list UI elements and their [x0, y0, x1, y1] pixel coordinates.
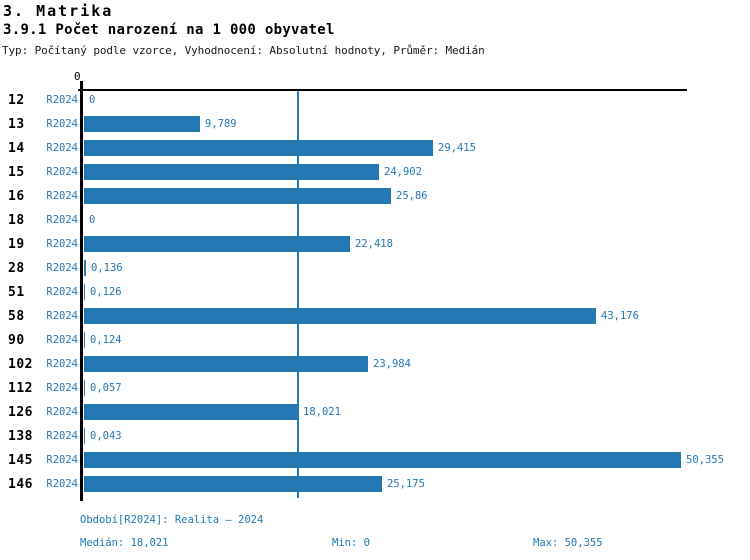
row-category-label: 51: [8, 285, 25, 300]
bar-value-label: 0: [89, 94, 96, 106]
value-axis-line: [78, 89, 687, 91]
row-period-label: R2024: [46, 286, 78, 298]
footer-period: Období[R2024]: Realita – 2024: [80, 514, 264, 526]
chart-row: 12 R2024 0: [0, 88, 750, 112]
row-period-label: R2024: [46, 430, 78, 442]
row-period-label: R2024: [46, 118, 78, 130]
row-period-label: R2024: [46, 382, 78, 394]
chart-row: 90 R2024 0,124: [0, 328, 750, 352]
bar-chart: 12 R2024 0 13 R2024 9,789 14 R2024 29,415 15 R2024…: [0, 88, 750, 496]
chart-row: 19 R2024 22,418: [0, 232, 750, 256]
bar: [84, 284, 85, 300]
bar: [84, 356, 368, 372]
chart-row: 14 R2024 29,415: [0, 136, 750, 160]
row-period-label: R2024: [46, 262, 78, 274]
row-category-label: 58: [8, 309, 25, 324]
chart-row: 28 R2024 0,136: [0, 256, 750, 280]
chart-title: 3.9.1 Počet narození na 1 000 obyvatel: [3, 22, 335, 38]
bar-value-label: 25,175: [387, 478, 425, 490]
row-period-label: R2024: [46, 358, 78, 370]
row-category-label: 18: [8, 213, 25, 228]
bar: [84, 188, 391, 204]
row-category-label: 16: [8, 189, 25, 204]
row-period-label: R2024: [46, 406, 78, 418]
bar: [84, 476, 382, 492]
bar: [84, 140, 433, 156]
chart-row: 18 R2024 0: [0, 208, 750, 232]
chart-row: 112 R2024 0,057: [0, 376, 750, 400]
median-line: [296, 91, 299, 498]
chart-row: 58 R2024 43,176: [0, 304, 750, 328]
row-period-label: R2024: [46, 142, 78, 154]
bar-value-label: 23,984: [373, 358, 411, 370]
bar: [84, 308, 596, 324]
value-axis-tick-label: 0: [74, 70, 81, 83]
bar-value-label: 24,902: [384, 166, 422, 178]
row-period-label: R2024: [46, 334, 78, 346]
chart-row: 102 R2024 23,984: [0, 352, 750, 376]
chart-meta-info: Typ: Počítaný podle vzorce, Vyhodnocení:…: [2, 44, 485, 57]
bar-value-label: 0: [89, 214, 96, 226]
row-category-label: 138: [8, 429, 33, 444]
bar: [84, 260, 86, 276]
row-category-label: 145: [8, 453, 33, 468]
row-period-label: R2024: [46, 478, 78, 490]
bar: [84, 452, 681, 468]
category-axis-line: [80, 81, 83, 501]
chart-row: 16 R2024 25,86: [0, 184, 750, 208]
row-category-label: 13: [8, 117, 25, 132]
bar-value-label: 22,418: [355, 238, 393, 250]
bar: [84, 332, 85, 348]
bar-value-label: 0,126: [90, 286, 122, 298]
chart-row: 145 R2024 50,355: [0, 448, 750, 472]
chart-row: 138 R2024 0,043: [0, 424, 750, 448]
chart-row: 15 R2024 24,902: [0, 160, 750, 184]
bar-value-label: 0,057: [90, 382, 122, 394]
bar-value-label: 0,124: [90, 334, 122, 346]
chart-row: 146 R2024 25,175: [0, 472, 750, 496]
chart-row: 13 R2024 9,789: [0, 112, 750, 136]
bar: [84, 236, 350, 252]
bar: [84, 164, 379, 180]
footer-max: Max: 50,355: [533, 537, 603, 549]
bar-value-label: 0,136: [91, 262, 123, 274]
bar: [84, 116, 200, 132]
row-category-label: 12: [8, 93, 25, 108]
row-period-label: R2024: [46, 310, 78, 322]
footer-min: Min: 0: [332, 537, 370, 549]
row-period-label: R2024: [46, 454, 78, 466]
bar-value-label: 25,86: [396, 190, 428, 202]
row-period-label: R2024: [46, 190, 78, 202]
row-category-label: 112: [8, 381, 33, 396]
row-category-label: 146: [8, 477, 33, 492]
row-category-label: 126: [8, 405, 33, 420]
bar-value-label: 9,789: [205, 118, 237, 130]
bar-value-label: 18,021: [303, 406, 341, 418]
row-category-label: 15: [8, 165, 25, 180]
bar: [84, 428, 85, 444]
bar: [84, 404, 298, 420]
chart-row: 51 R2024 0,126: [0, 280, 750, 304]
section-title: 3. Matrika: [3, 2, 114, 20]
bar-value-label: 50,355: [686, 454, 724, 466]
chart-row: 126 R2024 18,021: [0, 400, 750, 424]
row-period-label: R2024: [46, 238, 78, 250]
footer-median: Medián: 18,021: [80, 537, 169, 549]
row-category-label: 102: [8, 357, 33, 372]
row-category-label: 14: [8, 141, 25, 156]
bar-value-label: 0,043: [90, 430, 122, 442]
bar: [84, 380, 85, 396]
row-period-label: R2024: [46, 214, 78, 226]
row-category-label: 19: [8, 237, 25, 252]
row-period-label: R2024: [46, 166, 78, 178]
bar-value-label: 29,415: [438, 142, 476, 154]
row-category-label: 28: [8, 261, 25, 276]
row-period-label: R2024: [46, 94, 78, 106]
row-category-label: 90: [8, 333, 25, 348]
bar-value-label: 43,176: [601, 310, 639, 322]
